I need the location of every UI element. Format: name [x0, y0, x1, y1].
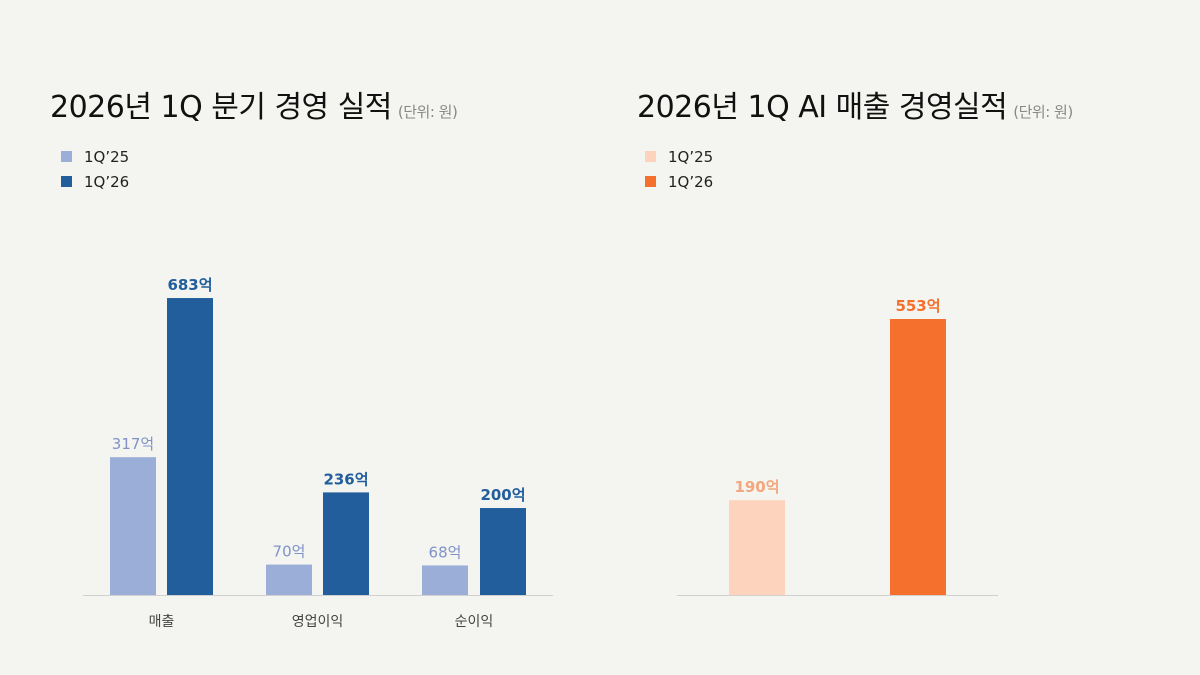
data-label: 70억: [273, 543, 306, 561]
legend-item: 1Q’25: [645, 144, 713, 169]
data-label: 553억: [895, 297, 940, 315]
bar-1q25: [266, 564, 312, 595]
bar-1q25: [422, 565, 468, 595]
bar-1q26: [323, 492, 369, 595]
bar-1q26: [480, 508, 526, 595]
bar-ai-1q25: [729, 500, 785, 595]
title-text: 2026년 1Q 분기 경영 실적: [50, 90, 392, 125]
legend-label: 1Q’26: [668, 172, 714, 191]
legend-label: 1Q’25: [84, 147, 130, 166]
data-label: 190억: [734, 478, 779, 496]
left-legend: 1Q’25 1Q’26: [61, 144, 129, 194]
right-legend: 1Q’25 1Q’26: [645, 144, 713, 194]
bar-1q25: [110, 457, 156, 595]
title-text: 2026년 1Q AI 매출 경영실적: [637, 90, 1008, 125]
category-label: 순이익: [455, 614, 494, 630]
bar-ai-1q26: [890, 319, 946, 595]
legend-label: 1Q’26: [84, 172, 130, 191]
data-label: 200억: [480, 486, 525, 504]
right-chart-title: 2026년 1Q AI 매출 경영실적 (단위: 원): [637, 82, 1073, 126]
legend-label: 1Q’25: [668, 147, 714, 166]
data-label: 68억: [429, 543, 462, 561]
legend-item: 1Q’26: [645, 169, 713, 194]
left-chart-title: 2026년 1Q 분기 경영 실적 (단위: 원): [50, 82, 458, 126]
legend-item: 1Q’25: [61, 144, 129, 169]
data-label: 236억: [323, 470, 368, 488]
legend-item: 1Q’26: [61, 169, 129, 194]
legend-swatch: [645, 151, 656, 162]
legend-swatch: [61, 151, 72, 162]
legend-swatch: [61, 176, 72, 187]
unit-label: (단위: 원): [397, 103, 458, 121]
unit-label: (단위: 원): [1013, 103, 1073, 121]
data-label: 317억: [112, 435, 154, 453]
category-label: 매출: [149, 614, 175, 630]
bar-1q26: [167, 298, 213, 595]
legend-swatch: [645, 176, 656, 187]
data-label: 683억: [167, 276, 212, 294]
category-label: 영업이익: [292, 614, 344, 630]
